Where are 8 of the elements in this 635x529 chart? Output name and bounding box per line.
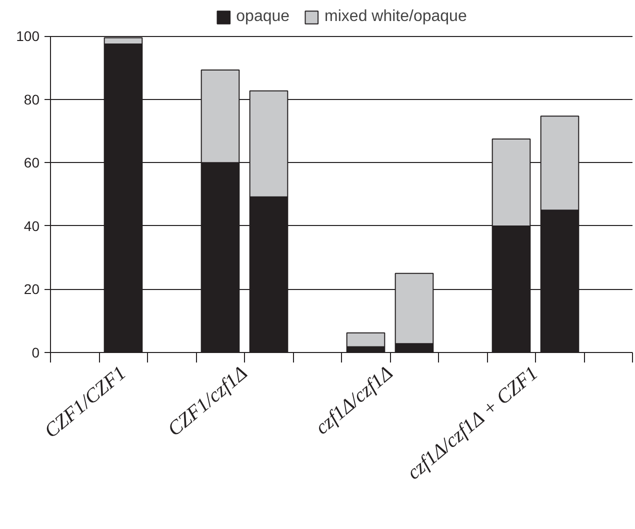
y-tick-label: 20 xyxy=(24,281,40,298)
legend-label: opaque xyxy=(236,8,290,26)
legend-label: mixed white/opaque xyxy=(324,8,467,26)
y-tick-label: 60 xyxy=(24,154,40,171)
y-tick-label: 100 xyxy=(16,28,40,44)
y-tick-label: 40 xyxy=(24,218,40,234)
y-tick-label: 80 xyxy=(24,91,40,108)
y-tick-label: 0 xyxy=(32,344,40,360)
